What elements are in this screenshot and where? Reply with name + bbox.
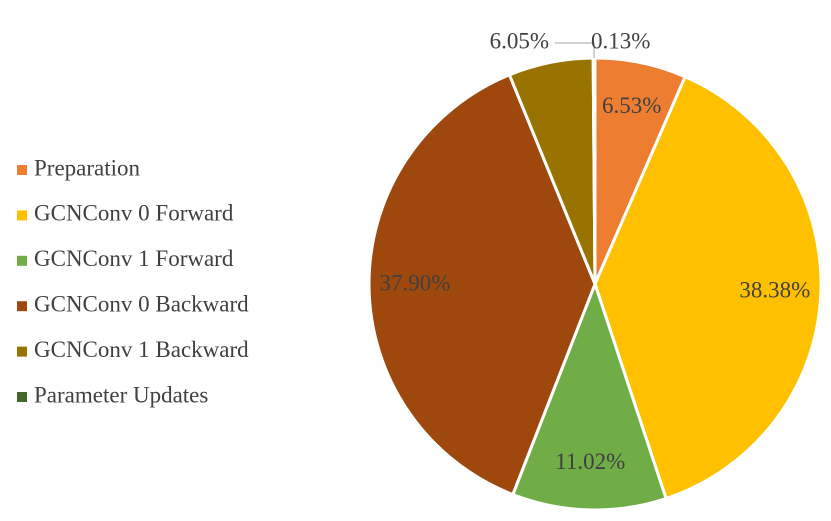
pie-slice (593, 74, 823, 501)
legend-marker (17, 346, 27, 357)
legend-marker (17, 255, 27, 266)
legend-marker (17, 165, 27, 175)
data-label: 37.90% (380, 271, 451, 296)
data-label: 6.53% (602, 93, 661, 118)
pie-slice (367, 72, 597, 497)
legend-label: Preparation (34, 155, 141, 180)
legend-marker (17, 301, 27, 312)
data-label: 11.02% (555, 449, 625, 474)
legend-label: Parameter Updates (34, 382, 208, 407)
pie-slice (591, 56, 597, 285)
pie-slice (510, 279, 669, 512)
data-label: 38.38% (739, 277, 810, 302)
legend-marker (17, 392, 27, 402)
legend-label: GCNConv 1 Backward (34, 337, 249, 362)
legend-label: GCNConv 0 Backward (34, 291, 249, 316)
leader-line (555, 42, 595, 59)
legend-marker (17, 210, 27, 221)
legend-label: GCNConv 1 Forward (34, 246, 234, 271)
data-label: 0.13% (591, 28, 650, 53)
data-label: 6.05% (490, 28, 549, 53)
legend-label: GCNConv 0 Forward (34, 201, 234, 226)
